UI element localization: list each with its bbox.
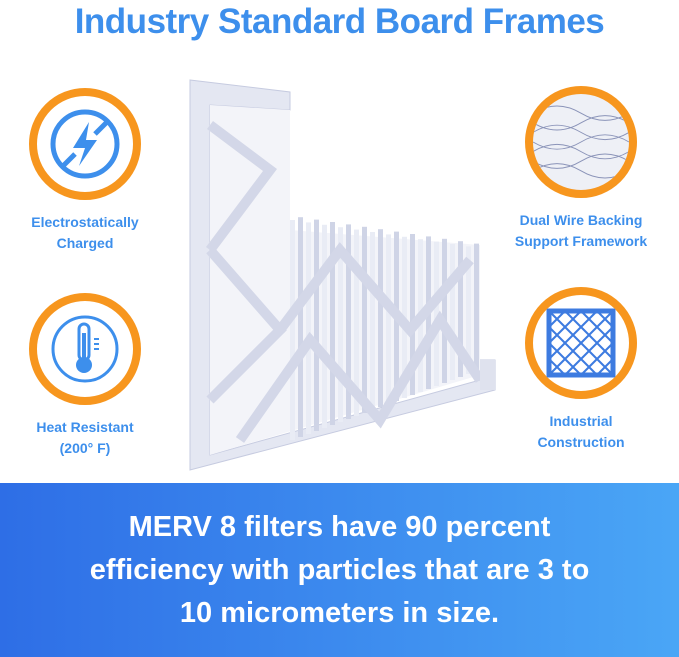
filter-pleat: [338, 227, 343, 422]
feature-industrial: Industrial Construction: [496, 287, 666, 453]
filter-pleat: [322, 224, 327, 428]
feature-wire-backing: Dual Wire Backing Support Framework: [496, 86, 666, 252]
filter-pleat: [434, 241, 439, 386]
filter-pleat: [410, 234, 415, 395]
filter-pleat: [346, 224, 351, 419]
filter-pleat: [370, 232, 375, 410]
page-title: Industry Standard Board Frames: [74, 2, 605, 41]
air-filter-illustration: [189, 79, 496, 471]
grid-frame-icon: [525, 287, 637, 399]
filter-pleat: [314, 219, 319, 431]
filter-pleat: [442, 238, 447, 383]
filter-pleat: [330, 222, 335, 425]
filter-pleat: [362, 226, 367, 413]
no-static-bolt-icon: [29, 88, 141, 200]
filter-pleat: [458, 241, 463, 377]
thermometer-icon: [29, 293, 141, 405]
feature-label: Heat Resistant (200° F): [36, 419, 134, 456]
filter-pleat: [354, 229, 359, 416]
feature-label: Dual Wire Backing Support Framework: [514, 212, 648, 249]
feature-label: Industrial Construction: [537, 413, 625, 450]
feature-electrostatic: Electrostatically Charged: [0, 88, 170, 254]
banner-text: MERV 8 filters have 90 percent efficienc…: [89, 510, 590, 629]
filter-pleat: [466, 246, 471, 374]
filter-pleat: [450, 244, 455, 380]
filter-pleat: [378, 229, 383, 407]
filter-pleat: [474, 243, 479, 371]
filter-pleat: [386, 234, 391, 404]
filter-pleat: [290, 220, 295, 440]
wire-mesh-photo: [525, 86, 637, 198]
feature-heat: Heat Resistant (200° F): [0, 293, 170, 459]
feature-label: Electrostatically Charged: [31, 214, 139, 251]
merv-info-banner: MERV 8 filters have 90 percent efficienc…: [0, 483, 679, 657]
filter-pleat: [298, 217, 303, 437]
filter-pleat: [306, 222, 311, 434]
